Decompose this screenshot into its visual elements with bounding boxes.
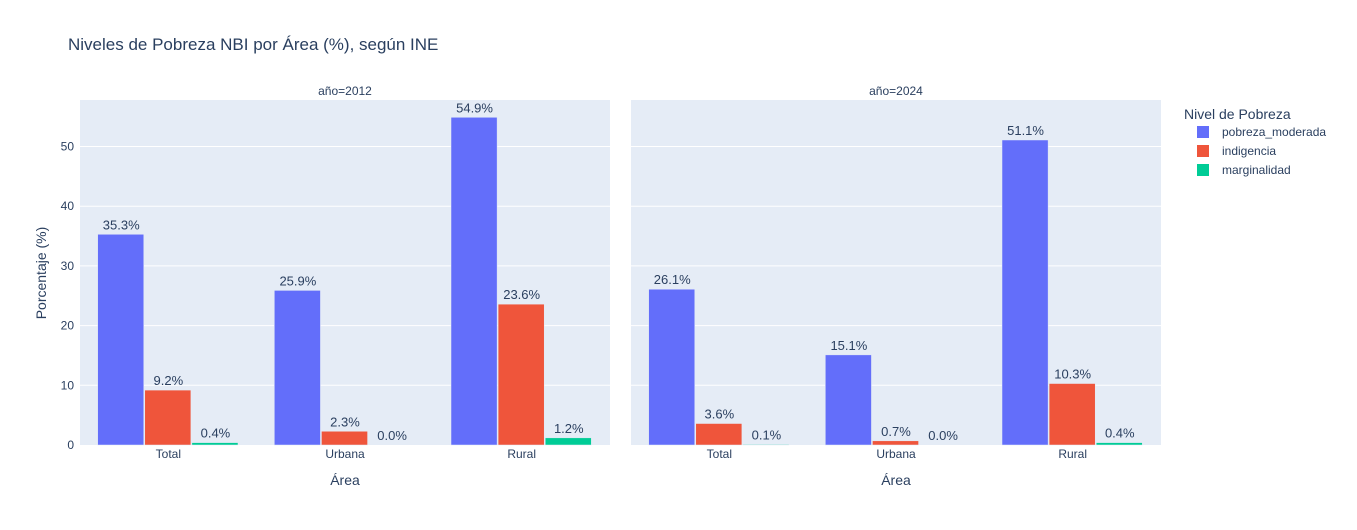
y-tick-label: 40 [61, 199, 75, 213]
data-label: 0.4% [1105, 426, 1135, 441]
legend-item-marginalidad[interactable]: marginalidad [1197, 163, 1291, 177]
data-label: 0.1% [752, 427, 782, 442]
legend-label: marginalidad [1222, 163, 1291, 177]
bar-indigencia [497, 303, 545, 446]
data-label: 35.3% [103, 217, 140, 232]
data-label: 2.3% [330, 414, 360, 429]
data-label: 10.3% [1054, 367, 1091, 382]
bar-pobreza_moderada [97, 234, 145, 446]
bar-pobreza_moderada [648, 288, 696, 446]
legend-swatch [1197, 126, 1209, 138]
bar-marginalidad [191, 442, 239, 446]
bar-marginalidad [1095, 442, 1143, 446]
legend-swatch [1197, 145, 1209, 157]
data-label: 51.1% [1007, 123, 1044, 138]
legend-title: Nivel de Pobreza [1184, 106, 1291, 122]
legend[interactable]: Nivel de Pobreza pobreza_moderadaindigen… [1184, 106, 1326, 177]
data-label: 15.1% [830, 338, 867, 353]
y-tick-label: 0 [67, 438, 74, 452]
bar-indigencia [144, 389, 192, 446]
data-label: 26.1% [654, 272, 691, 287]
bar-indigencia [1048, 383, 1096, 446]
x-tick-label: Rural [1058, 447, 1087, 461]
data-label: 0.7% [881, 424, 911, 439]
bar-pobreza_moderada [274, 290, 321, 446]
data-label: 54.9% [456, 100, 493, 115]
y-tick-label: 20 [61, 319, 75, 333]
bar-pobreza_moderada [1001, 139, 1049, 446]
x-tick-label: Total [707, 447, 732, 461]
data-label: 0.0% [928, 428, 958, 443]
bar-marginalidad [742, 444, 790, 446]
legend-item-indigencia[interactable]: indigencia [1197, 144, 1276, 158]
panels-layer: 0 10 20 30 40 50 año=2012 35.3% 9.2% 0.4% Total 25.… [61, 84, 1161, 488]
x-axis-title: Área [330, 472, 360, 488]
data-label: 3.6% [705, 407, 735, 422]
data-label: 1.2% [554, 421, 584, 436]
data-label: 25.9% [279, 273, 316, 288]
x-axis-title: Área [881, 472, 911, 488]
data-label: 0.0% [377, 428, 407, 443]
legend-swatch [1197, 164, 1209, 176]
x-tick-label: Rural [507, 447, 536, 461]
y-axis-title: Porcentaje (%) [33, 227, 49, 320]
bar-indigencia [321, 431, 368, 446]
legend-label: indigencia [1222, 144, 1276, 158]
panel-2: año=2024 26.1% 3.6% 0.1% Total 15.1% 0.7% 0.0% U… [631, 84, 1161, 488]
x-tick-label: Urbana [325, 447, 365, 461]
bar-pobreza_moderada [450, 117, 498, 446]
data-label: 23.6% [503, 287, 540, 302]
bar-pobreza_moderada [825, 354, 872, 446]
y-tick-label: 50 [61, 140, 75, 154]
legend-item-pobreza_moderada[interactable]: pobreza_moderada [1197, 125, 1326, 139]
bar-indigencia [872, 440, 919, 446]
panel-1: 0 10 20 30 40 50 año=2012 35.3% 9.2% 0.4% Total 25.… [61, 84, 610, 488]
y-tick-label: 30 [61, 259, 75, 273]
data-label: 0.4% [201, 426, 231, 441]
chart-title: Niveles de Pobreza NBI por Área (%), seg… [68, 35, 438, 54]
data-label: 9.2% [154, 373, 184, 388]
x-tick-label: Total [156, 447, 181, 461]
legend-label: pobreza_moderada [1222, 125, 1326, 139]
x-tick-label: Urbana [876, 447, 916, 461]
y-tick-label: 10 [61, 378, 75, 392]
panel-label: año=2024 [869, 84, 923, 98]
bar-indigencia [695, 423, 743, 446]
panel-label: año=2012 [318, 84, 372, 98]
bar-marginalidad [544, 437, 592, 446]
